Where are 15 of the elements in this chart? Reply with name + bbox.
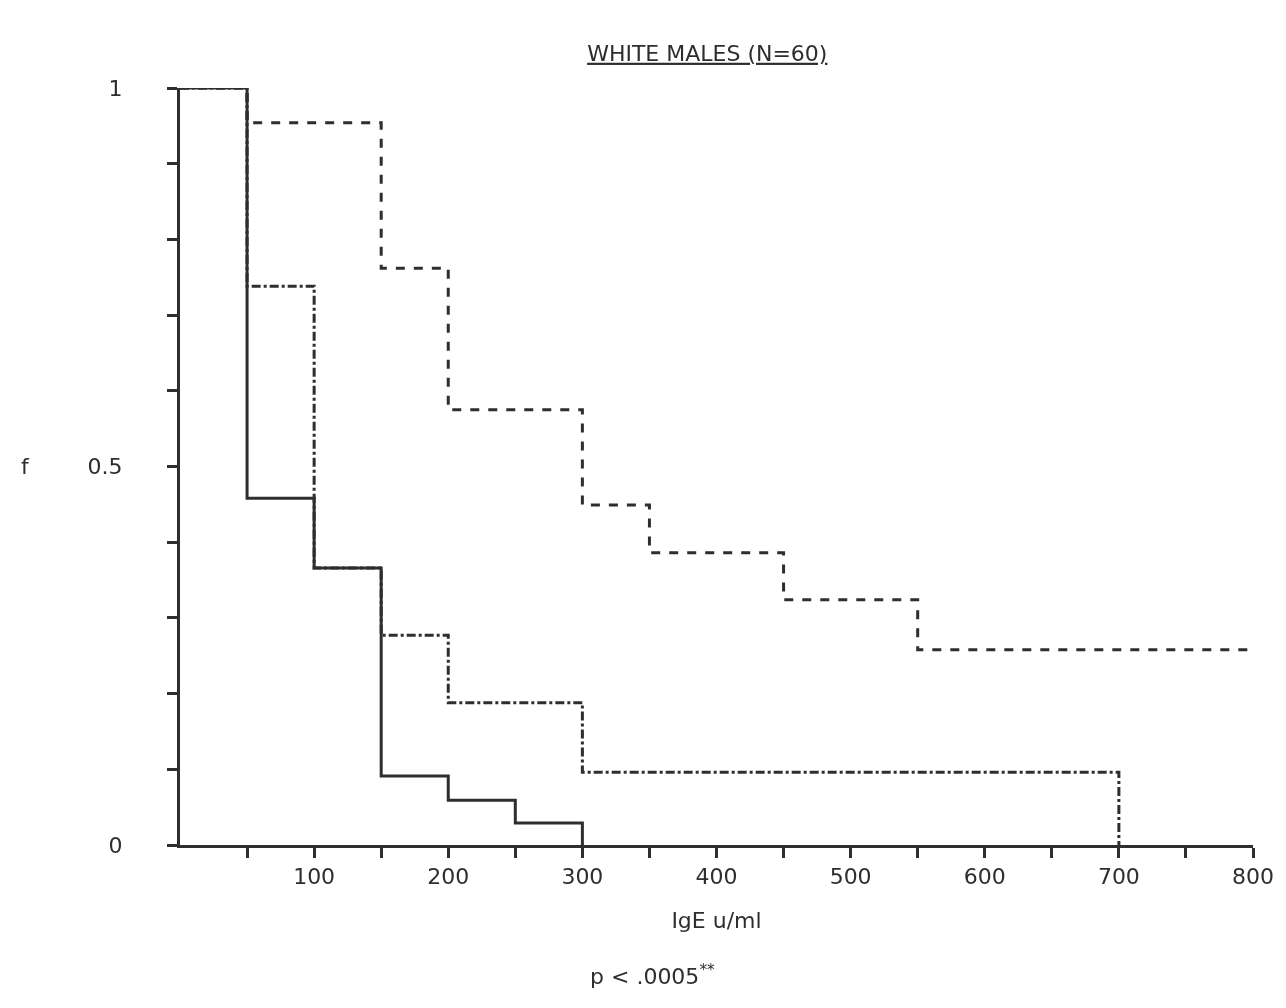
- x-axis-title: IgE u/ml: [671, 908, 762, 934]
- y-tick-label: 1: [108, 75, 123, 101]
- y-tick-label: 0.5: [87, 454, 123, 480]
- x-tick-label: 300: [561, 864, 604, 890]
- x-tick-label: 600: [963, 864, 1006, 890]
- y-tick-label: 0: [108, 832, 123, 858]
- x-tick-label: 200: [427, 864, 470, 890]
- x-tick-label: 500: [829, 864, 872, 890]
- chart-title: WHITE MALES (N=60): [587, 40, 828, 66]
- x-tick-label: 800: [1232, 864, 1274, 890]
- x-tick-label: 400: [695, 864, 738, 890]
- y-axis-title: f: [21, 454, 30, 479]
- x-tick-label: 100: [293, 864, 336, 890]
- text: p < .0005$^{**}$: [590, 961, 716, 990]
- x-tick-label: 700: [1097, 864, 1140, 890]
